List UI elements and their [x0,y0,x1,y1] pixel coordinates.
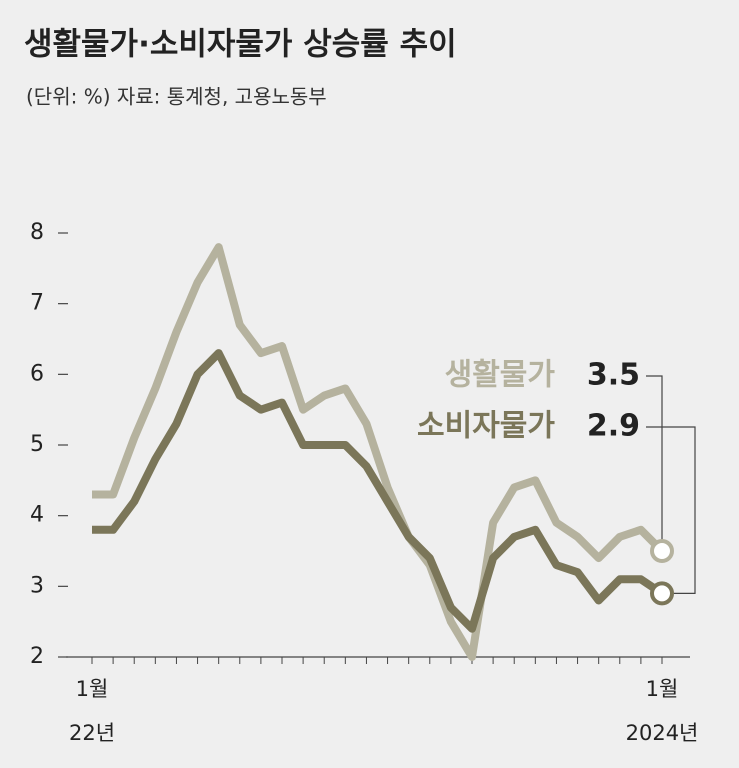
y-tick-label: 8 [30,220,44,245]
year-label: 22년 [69,721,115,745]
y-tick-label: 2 [30,644,44,669]
y-tick-label: 3 [30,573,44,598]
year-label: 2024년 [626,721,699,745]
leader-line [646,426,696,595]
chart-title: 생활물가·소비자물가 상승률 추이 [24,27,457,63]
y-tick-label: 6 [30,361,44,386]
leader-line [646,375,663,540]
end-value-label: 2.9 [587,409,640,444]
series-line [92,349,665,633]
y-tick-label: 7 [30,291,44,316]
legend-label: 소비자물가 [417,409,555,444]
y-tick-label: 4 [30,503,44,528]
legend-label: 생활물가 [445,358,556,393]
x-tick-label: 1월 [76,677,109,701]
end-point [650,581,674,606]
end-point [650,539,674,563]
end-value-label: 3.5 [587,358,640,393]
x-tick-label: 1월 [646,677,679,701]
chart-subtitle: (단위: %) 자료: 통계청, 고용노동부 [26,85,327,109]
y-tick-label: 5 [30,432,44,457]
series-line [92,243,665,661]
